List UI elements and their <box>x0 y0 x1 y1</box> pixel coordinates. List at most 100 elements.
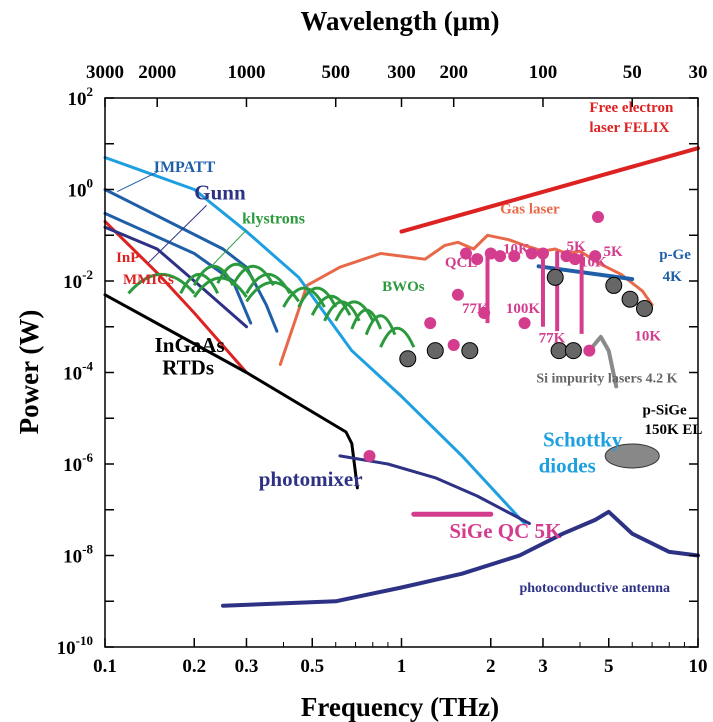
arc-bwos <box>334 300 375 322</box>
x-tick-label: 0.1 <box>93 656 117 677</box>
label-si-impurity-lasers-4-2-k: Si impurity lasers 4.2 K <box>536 372 677 387</box>
qcl-point <box>447 338 460 351</box>
qcl-point <box>478 306 491 319</box>
x-tick-label: 0.2 <box>182 656 206 677</box>
qcl-point <box>589 250 602 263</box>
arc-bwos <box>323 300 361 322</box>
klystron-leader-line <box>211 229 247 266</box>
qcl-point <box>459 247 472 260</box>
arc-bwos <box>350 308 383 330</box>
qcl-point <box>424 317 437 330</box>
label-klystrons: klystrons <box>242 211 305 228</box>
x-tick-label: 2 <box>486 656 496 677</box>
x-tick-label: 1 <box>397 656 407 677</box>
arc-klystrons <box>231 265 275 287</box>
label-qcl: QCL <box>445 255 478 271</box>
y-tick-label: 10-8 <box>63 542 93 568</box>
y-tick-label: 10-2 <box>63 267 93 293</box>
label-ingaas: InGaAs <box>155 333 225 357</box>
qcl-point <box>451 288 464 301</box>
series-free-electron-laser-felix <box>399 146 700 234</box>
label-5k: 5K <box>566 239 586 255</box>
arc-bwos <box>193 276 248 298</box>
arc-bwos <box>127 272 196 295</box>
label-laser-felix: laser FELIX <box>589 120 669 136</box>
qcl-point <box>536 247 549 260</box>
label-rtds: RTDs <box>162 356 214 380</box>
qcl-point <box>484 247 497 260</box>
label-mmics: MMICs <box>123 272 174 288</box>
y-tick-label: 10-6 <box>63 450 93 476</box>
series-schottky-diodes <box>103 156 526 525</box>
axis-layer: 0.1 0.2 0.3 0.5 1 2 3 5 10 3000 2000 1000 500 300 200 1… <box>57 62 708 677</box>
series-si-impurity-lasers-4-2-k <box>587 334 619 389</box>
x-tick-label: 3 <box>538 656 548 677</box>
label-p-sige: p-SiGe <box>643 403 688 419</box>
si-impurity-point <box>621 290 639 308</box>
top-axis-title: Wavelength (μm) <box>300 6 499 36</box>
label-150k-el: 150K EL <box>644 422 702 438</box>
label-10k: 10K <box>634 329 661 345</box>
series-ingaas-rtds <box>103 293 359 490</box>
p-sige-ellipse <box>604 443 660 469</box>
series-inp-mmics <box>103 220 248 374</box>
arc-bwos <box>379 326 416 348</box>
series-p-ge-4k <box>536 264 635 282</box>
label-photomixer: photomixer <box>259 467 363 491</box>
label-77k: 77K <box>462 301 489 317</box>
label-bwos: BWOs <box>382 279 425 295</box>
si-impurity-point <box>546 268 564 286</box>
label-5k: 5K <box>603 244 623 260</box>
label-100k: 100K <box>506 301 541 317</box>
x-tick-label: 5 <box>604 656 614 677</box>
qcl-point <box>494 250 507 263</box>
label-free-electron: Free electron <box>589 100 674 116</box>
series-photoconductive-antenna <box>221 509 700 608</box>
si-impurity-point <box>564 342 582 360</box>
y-axis-title: Power (W) <box>14 310 44 435</box>
label-photoconductive-antenna: photoconductive antenna <box>519 581 670 596</box>
y-tick-label: 100 <box>68 176 94 202</box>
top-tick-label: 50 <box>623 62 642 83</box>
impatt-leader-line <box>117 171 158 193</box>
label-10k: 10K <box>580 254 607 270</box>
marker-layer <box>363 211 660 469</box>
top-tick-label: 30 <box>689 62 708 83</box>
qcl-point <box>518 317 531 330</box>
qcl-point <box>363 449 376 462</box>
si-impurity-point <box>399 350 417 368</box>
qcl-point <box>583 344 596 357</box>
x-tick-label: 0.5 <box>300 656 324 677</box>
label-sige-qc-5k: SiGe QC 5K <box>449 519 562 543</box>
y-tick-label: 10-10 <box>57 633 93 659</box>
label-p-ge: p-Ge <box>659 247 691 263</box>
qcl-point <box>508 250 521 263</box>
y-tick-label: 10-4 <box>63 359 93 385</box>
label-schottky: Schottky <box>543 428 623 452</box>
arc-bwos <box>245 281 300 303</box>
si-impurity-point <box>461 342 479 360</box>
si-impurity-point <box>605 276 623 294</box>
si-impurity-point <box>426 342 444 360</box>
label-layer: Free electron laser FELIX IMPATT Gunn klystr… <box>116 100 702 596</box>
series-layer <box>103 146 700 608</box>
label-gas-laser: Gas laser <box>500 201 560 217</box>
gunn-leader-line <box>147 205 207 264</box>
label-inp: InP <box>116 250 139 266</box>
series-gunn <box>103 225 248 329</box>
label-diodes: diodes <box>539 454 596 478</box>
qcl-point <box>569 253 582 266</box>
y-tick-label: 102 <box>68 84 94 110</box>
label-10k: 10K <box>503 241 530 257</box>
top-tick-label: 100 <box>529 62 558 83</box>
x-tick-label: 10 <box>689 656 708 677</box>
top-tick-label: 200 <box>439 62 468 83</box>
arc-bwos <box>297 286 338 308</box>
label-77k: 77K <box>539 331 566 347</box>
top-tick-label: 1000 <box>227 62 265 83</box>
arc-bwos <box>310 294 352 316</box>
qcl-point <box>525 247 538 260</box>
qcl-point <box>471 253 484 266</box>
top-tick-label: 3000 <box>86 62 124 83</box>
